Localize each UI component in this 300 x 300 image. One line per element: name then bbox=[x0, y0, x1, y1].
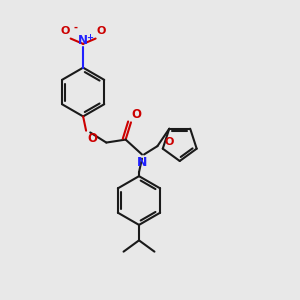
Text: O: O bbox=[132, 109, 142, 122]
Text: O: O bbox=[164, 137, 174, 147]
Text: O: O bbox=[97, 26, 106, 36]
Text: -: - bbox=[73, 22, 77, 32]
Text: N: N bbox=[137, 156, 147, 169]
Text: O: O bbox=[87, 132, 97, 145]
Text: O: O bbox=[60, 26, 70, 36]
Text: N: N bbox=[78, 34, 88, 47]
Text: +: + bbox=[86, 33, 93, 42]
